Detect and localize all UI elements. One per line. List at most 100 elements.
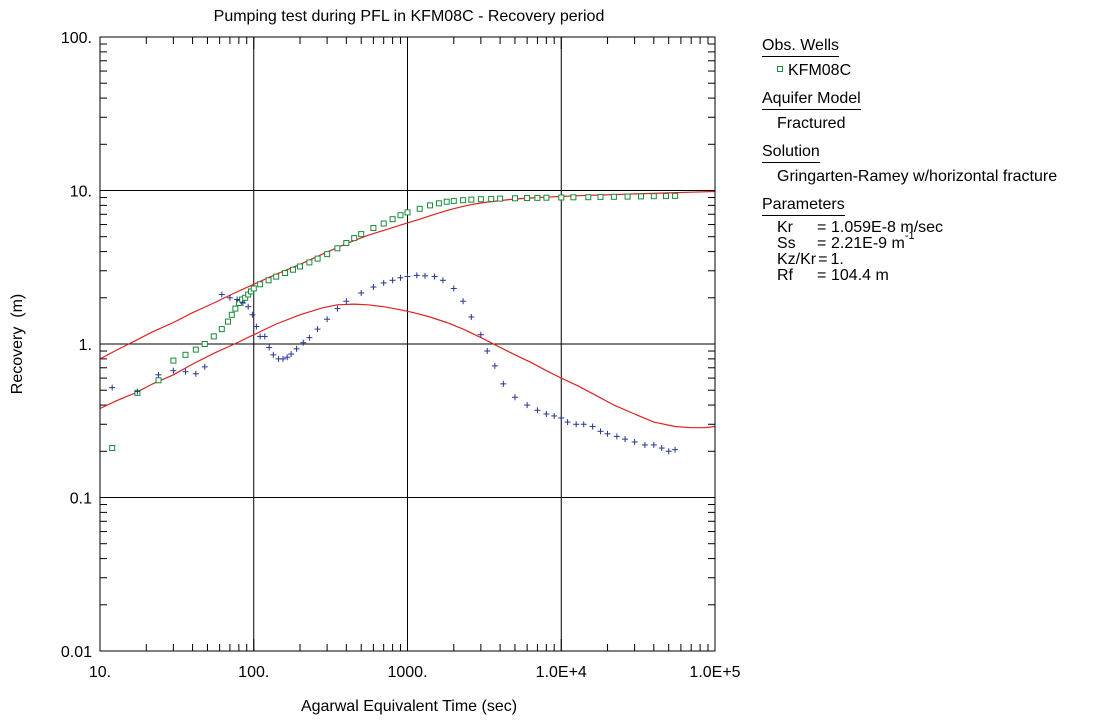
x-tick-label-4: 1.0E+5 [689,664,740,681]
y-tick-label-1: 0.1 [70,491,92,508]
derivative-point [604,430,611,437]
derivative-point [239,299,246,306]
drawdown-point [218,326,225,333]
drawdown-point [170,357,177,364]
y-tick-label-4: 100. [61,30,92,47]
derivative-point [404,273,411,280]
drawdown-point [210,333,217,340]
derivative-point [422,272,429,279]
derivative-point [450,285,457,292]
x-tick-labels: 10. 100. 1000. 1.0E+4 1.0E+5 [89,664,740,681]
derivative-point [484,348,491,355]
obs-wells-section: Obs. Wells KFM08C [762,36,1107,80]
drawdown-point [343,240,350,246]
drawdown-point [427,202,433,209]
drawdown-point [585,194,592,201]
drawdown-point [650,193,657,200]
derivative-point [558,414,565,421]
derivative-point [534,407,541,414]
x-tick-label-3: 1.0E+4 [536,664,587,681]
drawdown-point [334,245,341,252]
derivative-point [641,441,648,448]
drawdown-point [297,263,303,270]
derivative-point [389,277,396,284]
drawdown-point [250,285,257,292]
derivative-point [270,351,277,358]
drawdown-point [155,377,162,384]
derivative-point [658,445,665,452]
derivative-point [665,448,672,455]
derivative-point [324,316,331,323]
derivative-point [218,291,225,298]
drawdown-point [257,281,264,288]
well-name: KFM08C [788,62,852,79]
param-rf: Rf = 104.4 m [777,267,889,284]
drawdown-point [397,212,404,219]
derivative-point [580,421,587,428]
chart: Pumping test during PFL in KFM08C - Reco… [9,8,740,715]
y-tick-label-3: 10. [70,184,92,201]
drawdown-point [192,346,199,353]
derivative-point [511,394,518,401]
derivative-point [201,363,208,370]
derivative-point [314,326,321,333]
drawdown-point [232,305,239,312]
derivative-point [249,311,256,318]
derivative-point [261,333,268,340]
grid [100,37,715,651]
derivative-point [134,388,141,395]
derivative-point [500,380,507,387]
derivative-point [380,279,387,286]
drawdown-point [314,255,321,262]
derivative-point [245,303,252,310]
x-tick-label-0: 10. [89,664,111,681]
data-points [109,192,679,455]
derivative-point [284,354,291,361]
derivative-point [343,298,350,305]
minor-ticks [100,37,715,651]
derivative-point [226,294,233,301]
param-kr: Kr = 1.059E-8 m/sec [777,219,944,236]
param-kzkr: Kz/Kr = 1. [777,251,844,268]
x-tick-label-1: 100. [238,664,269,681]
derivative-point [280,355,287,362]
drawdown-point [624,193,631,200]
y-tick-labels: 0.01 0.1 1. 10. 100. [61,30,92,661]
drawdown-point [534,194,541,201]
derivative-point [170,367,177,374]
derivative-point [460,298,467,305]
drawdown-point [638,193,644,200]
derivative-point [306,334,313,341]
derivative-point [672,446,679,453]
aquifer-model-value: Fractured [777,115,846,132]
obs-wells-heading: Obs. Wells [762,36,840,57]
derivative-point [477,331,484,338]
square-marker-icon [777,65,783,72]
aquifer-model-section: Aquifer Model Fractured [762,89,1107,133]
derivative-curve-line [99,303,716,429]
drawdown-point [543,194,550,201]
x-axis-label: Agarwal Equivalent Time (sec) [301,698,517,715]
drawdown-point [306,259,313,266]
solution-value: Gringarten-Ramey w/horizontal fracture [777,168,1058,185]
derivative-point [300,339,307,346]
derivative-point [491,362,498,369]
drawdown-point [201,341,208,347]
derivative-point [631,438,638,445]
derivative-point [564,419,571,426]
drawdown-point [460,197,467,204]
drawdown-point [570,194,577,201]
derivative-point [613,433,620,440]
drawdown-point [663,193,669,200]
derivative-point [192,370,199,377]
drawdown-point [450,197,457,204]
drawdown-point [524,195,531,201]
derivative-point [293,345,300,352]
derivative-point [597,428,604,435]
derivative-point [622,436,629,443]
derivative-point [358,289,365,296]
drawdown-point [358,231,365,238]
derivative-point [370,284,377,291]
derivative-point [253,323,260,330]
derivative-point [589,423,596,430]
